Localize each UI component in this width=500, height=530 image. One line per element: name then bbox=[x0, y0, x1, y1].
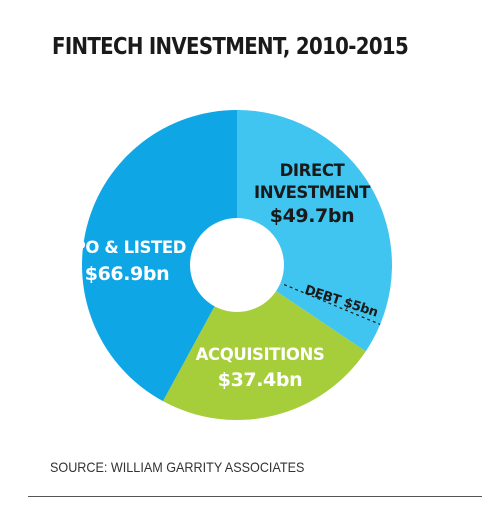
direct-investment-label: INVESTMENT bbox=[254, 183, 371, 202]
slice-acquisitions bbox=[162, 265, 366, 421]
debt-divider bbox=[283, 283, 381, 325]
donut-hole bbox=[190, 218, 284, 312]
direct-investment-label: DIRECT bbox=[280, 161, 346, 180]
ipo-listed-value: $66.9bn bbox=[85, 263, 169, 285]
source-note: SOURCE: WILLIAM GARRITY ASSOCIATES bbox=[50, 459, 305, 475]
bottom-rule bbox=[28, 496, 482, 497]
slice-ipo-listed bbox=[81, 110, 238, 402]
chart-title: FINTECH INVESTMENT, 2010-2015 bbox=[52, 34, 409, 60]
ipo-listed-label: IPO & LISTED bbox=[68, 238, 186, 257]
acquisitions-value: $37.4bn bbox=[218, 369, 302, 391]
acquisitions-label: ACQUISITIONS bbox=[196, 345, 325, 364]
direct-investment-value: $49.7bn bbox=[270, 205, 354, 227]
